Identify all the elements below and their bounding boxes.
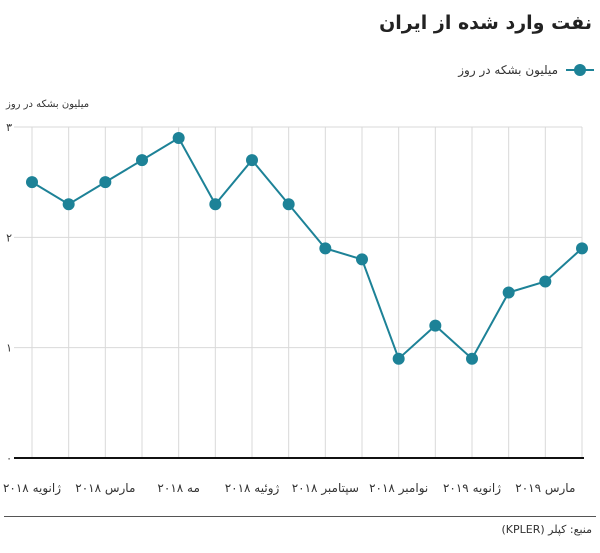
legend: میلیون بشکه در روز xyxy=(458,60,594,80)
data-point xyxy=(356,253,368,266)
y-axis-label: میلیون بشکه در روز xyxy=(6,99,90,110)
y-tick-label: ۲ xyxy=(6,231,12,244)
x-tick-label: سپتامبر ۲۰۱۸ xyxy=(292,481,359,496)
chart-title: نفت وارد شده از ایران xyxy=(379,12,592,34)
data-point xyxy=(576,242,588,255)
data-point xyxy=(209,198,222,211)
x-tick-label: ژانویه ۲۰۱۹ xyxy=(443,481,501,496)
bottom-divider xyxy=(4,516,596,517)
x-tick-label: مارس ۲۰۱۹ xyxy=(515,481,575,496)
series-line xyxy=(31,136,583,361)
gridlines xyxy=(14,126,583,458)
data-point xyxy=(392,352,405,365)
data-point xyxy=(319,242,332,255)
data-point xyxy=(539,275,552,288)
data-point xyxy=(62,198,75,211)
data-point xyxy=(429,319,442,332)
data-point xyxy=(466,352,478,365)
data-point xyxy=(502,286,515,299)
data-point xyxy=(26,176,38,189)
tick-labels: ۰ ۱ ۲ ۳ ژانویه ۲۰۱۸ مارس ۲۰۱۸ مه ۲۰۱۸ ژوئیه ۲۰۱… xyxy=(3,121,575,496)
source-note: منبع: کپلر (KPLER) xyxy=(501,523,592,536)
data-point xyxy=(172,132,185,145)
x-tick-label: ژوئیه ۲۰۱۸ xyxy=(225,481,280,496)
y-tick-label: ۳ xyxy=(6,121,12,134)
x-tick-label: نوامبر ۲۰۱۸ xyxy=(369,481,428,496)
data-point xyxy=(282,198,295,211)
data-point xyxy=(246,154,258,167)
legend-marker xyxy=(566,60,594,80)
legend-label: میلیون بشکه در روز xyxy=(458,63,558,77)
x-tick-label: مه ۲۰۱۸ xyxy=(157,481,199,495)
y-tick-label: ۱ xyxy=(6,342,12,355)
x-tick-label: ژانویه ۲۰۱۸ xyxy=(3,481,61,496)
data-point xyxy=(136,154,148,167)
series-polyline xyxy=(31,136,583,361)
data-point xyxy=(99,176,112,189)
y-tick-label: ۰ xyxy=(6,452,12,465)
data-points xyxy=(26,132,588,365)
x-tick-label: مارس ۲۰۱۸ xyxy=(75,481,135,496)
